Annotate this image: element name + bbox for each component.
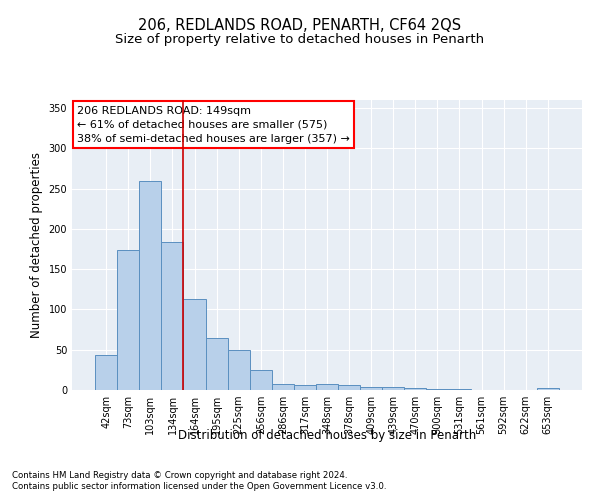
Bar	[139, 182, 161, 390]
Bar	[227, 350, 250, 390]
Bar	[206, 338, 227, 390]
Bar	[161, 242, 184, 390]
Bar	[117, 250, 139, 390]
Bar	[316, 384, 338, 390]
Text: 206, REDLANDS ROAD, PENARTH, CF64 2QS: 206, REDLANDS ROAD, PENARTH, CF64 2QS	[139, 18, 461, 32]
Bar	[448, 389, 470, 390]
Bar	[360, 387, 382, 390]
Text: Contains HM Land Registry data © Crown copyright and database right 2024.: Contains HM Land Registry data © Crown c…	[12, 470, 347, 480]
Bar	[404, 388, 427, 390]
Text: Contains public sector information licensed under the Open Government Licence v3: Contains public sector information licen…	[12, 482, 386, 491]
Y-axis label: Number of detached properties: Number of detached properties	[30, 152, 43, 338]
Bar	[250, 370, 272, 390]
Bar	[294, 385, 316, 390]
Text: Distribution of detached houses by size in Penarth: Distribution of detached houses by size …	[178, 428, 476, 442]
Bar	[95, 354, 117, 390]
Bar	[272, 384, 294, 390]
Bar	[427, 389, 448, 390]
Text: 206 REDLANDS ROAD: 149sqm
← 61% of detached houses are smaller (575)
38% of semi: 206 REDLANDS ROAD: 149sqm ← 61% of detac…	[77, 106, 350, 144]
Text: Size of property relative to detached houses in Penarth: Size of property relative to detached ho…	[115, 32, 485, 46]
Bar	[537, 388, 559, 390]
Bar	[338, 385, 360, 390]
Bar	[382, 387, 404, 390]
Bar	[184, 299, 206, 390]
